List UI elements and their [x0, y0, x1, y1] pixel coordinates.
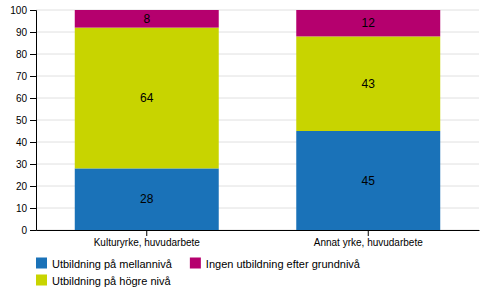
y-tick: 60	[16, 93, 36, 104]
legend-swatch	[36, 258, 47, 269]
data-labels: 28 45 64 43 8 12	[140, 12, 375, 206]
bar-segment	[296, 131, 440, 230]
y-tick-mark	[30, 164, 36, 165]
y-tick-label: 20	[16, 181, 28, 192]
y-tick: 100	[10, 5, 36, 16]
legend-item: Ingen utbildning efter grundnivå	[190, 258, 361, 271]
y-tick-label: 10	[16, 203, 28, 214]
y-tick: 80	[16, 49, 36, 60]
y-tick-mark	[30, 208, 36, 209]
y-tick-mark	[30, 32, 36, 33]
chart: 28 45 64 43 8 12 0 10 20 30 40 50 60 70 80 90 100 Kultury…	[0, 0, 491, 302]
data-label: 45	[362, 174, 376, 188]
y-tick: 90	[16, 27, 36, 38]
y-tick: 0	[21, 225, 36, 236]
y-tick-label: 0	[21, 225, 27, 236]
data-label: 64	[140, 91, 154, 105]
y-tick-mark	[30, 54, 36, 55]
x-tick-label: Kulturyrke, huvudarbete	[94, 237, 201, 248]
data-label: 12	[362, 16, 376, 30]
bar-segment	[75, 10, 219, 28]
y-tick-label: 90	[16, 27, 28, 38]
legend-item: Utbildning på högre nivå	[36, 275, 172, 288]
bars	[75, 10, 440, 230]
y-tick-mark	[30, 120, 36, 121]
data-label: 8	[143, 12, 150, 26]
bar-segment	[75, 28, 219, 169]
y-tick-label: 70	[16, 71, 28, 82]
y-tick-mark	[30, 186, 36, 187]
y-tick-mark	[30, 98, 36, 99]
y-tick-mark	[30, 230, 36, 231]
y-axis: 0 10 20 30 40 50 60 70 80 90 100	[10, 5, 36, 236]
bar-segment	[296, 10, 440, 36]
y-tick-label: 30	[16, 159, 28, 170]
y-tick-label: 60	[16, 93, 28, 104]
y-tick: 20	[16, 181, 36, 192]
y-tick: 70	[16, 71, 36, 82]
legend-label: Utbildning på mellannivå	[52, 258, 173, 270]
plot: 28 45 64 43 8 12 0 10 20 30 40 50 60 70 80 90 100 Kultury…	[10, 5, 479, 248]
x-tick-mark	[368, 230, 369, 236]
legend: Utbildning på mellannivå Utbildning på hö…	[36, 258, 361, 288]
legend-swatch	[36, 275, 47, 286]
y-axis-line	[30, 11, 37, 231]
x-axis-line	[37, 230, 480, 231]
y-tick-label: 100	[10, 5, 27, 16]
series	[75, 28, 440, 169]
legend-item: Utbildning på mellannivå	[36, 258, 173, 271]
y-tick-label: 80	[16, 49, 28, 60]
data-label: 43	[362, 77, 376, 91]
y-tick-label: 40	[16, 137, 28, 148]
y-tick-label: 50	[16, 115, 28, 126]
legend-swatch	[190, 258, 201, 269]
x-tick-mark	[146, 230, 147, 236]
y-tick-mark	[30, 76, 36, 77]
y-tick-mark	[30, 142, 36, 143]
y-tick: 50	[16, 115, 36, 126]
y-tick: 10	[16, 203, 36, 214]
y-tick: 40	[16, 137, 36, 148]
legend-label: Utbildning på högre nivå	[52, 275, 172, 287]
y-tick-mark	[30, 10, 36, 11]
series	[75, 10, 440, 36]
y-tick: 30	[16, 159, 36, 170]
x-tick: Annat yrke, huvudarbete	[314, 230, 423, 248]
x-axis: Kulturyrke, huvudarbete Annat yrke, huvud…	[37, 230, 480, 248]
bar-segment	[296, 36, 440, 131]
x-tick-label: Annat yrke, huvudarbete	[314, 237, 423, 248]
legend-label: Ingen utbildning efter grundnivå	[206, 258, 361, 270]
grid	[36, 10, 479, 230]
bar-segment	[75, 168, 219, 230]
x-tick: Kulturyrke, huvudarbete	[94, 230, 201, 248]
data-label: 28	[140, 192, 154, 206]
